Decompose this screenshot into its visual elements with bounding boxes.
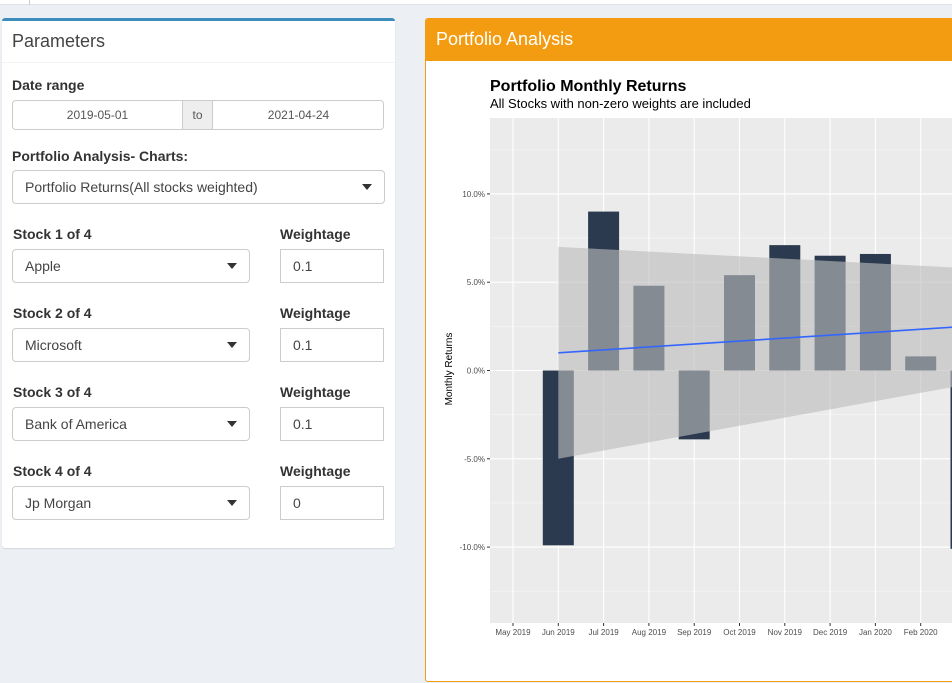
chart-title: Portfolio Monthly Returns xyxy=(490,78,687,95)
top-bar-divider xyxy=(29,0,30,5)
charts-select-value: Portfolio Returns(All stocks weighted) xyxy=(25,179,258,195)
y-tick-label: 0.0% xyxy=(467,367,485,376)
x-tick-label: Aug 2019 xyxy=(632,628,667,637)
weightage-3-label: Weightage xyxy=(280,384,351,400)
x-tick-label: Sep 2019 xyxy=(677,628,712,637)
charts-select[interactable]: Portfolio Returns(All stocks weighted) xyxy=(12,170,385,204)
weightage-1-label: Weightage xyxy=(280,226,351,242)
bar xyxy=(950,370,952,549)
y-tick-label: -10.0% xyxy=(460,543,485,552)
weightage-3-input[interactable]: 0.1 xyxy=(280,407,384,441)
weightage-2-input[interactable]: 0.1 xyxy=(280,328,384,362)
y-tick-label: -5.0% xyxy=(464,455,485,464)
stock-1-value: Apple xyxy=(25,258,61,274)
stock-4-value: Jp Morgan xyxy=(25,495,92,511)
x-tick-label: Dec 2019 xyxy=(813,628,848,637)
chevron-down-icon xyxy=(227,500,237,506)
weightage-4-value: 0 xyxy=(293,495,301,511)
portfolio-analysis-panel: Portfolio Analysis Portfolio Monthly Ret… xyxy=(425,18,952,682)
portfolio-analysis-header: Portfolio Analysis xyxy=(426,19,952,61)
y-axis-label: Monthly Returns xyxy=(444,333,455,406)
stock-3-select[interactable]: Bank of America xyxy=(12,407,250,441)
top-bar xyxy=(0,0,952,5)
x-tick-label: Nov 2019 xyxy=(768,628,803,637)
date-range-label: Date range xyxy=(12,77,85,93)
x-tick-label: Oct 2019 xyxy=(723,628,756,637)
stock-1-select[interactable]: Apple xyxy=(12,249,250,283)
stock-3-value: Bank of America xyxy=(25,416,127,432)
date-range-input: 2019-05-01 to 2021-04-24 xyxy=(12,100,384,130)
parameters-header: Parameters xyxy=(2,21,395,63)
confidence-band xyxy=(558,246,952,459)
parameters-panel: Parameters Date range 2019-05-01 to 2021… xyxy=(2,18,395,548)
y-tick-label: 5.0% xyxy=(467,278,485,287)
chevron-down-icon xyxy=(227,342,237,348)
stock-2-label: Stock 2 of 4 xyxy=(13,305,92,321)
weightage-4-input[interactable]: 0 xyxy=(280,486,384,520)
x-tick-label: Jul 2019 xyxy=(588,628,619,637)
stock-2-select[interactable]: Microsoft xyxy=(12,328,250,362)
chevron-down-icon xyxy=(362,184,372,190)
stock-2-value: Microsoft xyxy=(25,337,82,353)
chevron-down-icon xyxy=(227,421,237,427)
chevron-down-icon xyxy=(227,263,237,269)
charts-label: Portfolio Analysis- Charts: xyxy=(12,148,189,164)
x-tick-label: Feb 2020 xyxy=(904,628,938,637)
weightage-4-label: Weightage xyxy=(280,463,351,479)
chart-subtitle: All Stocks with non-zero weights are inc… xyxy=(490,96,751,111)
weightage-1-input[interactable]: 0.1 xyxy=(280,249,384,283)
stock-4-label: Stock 4 of 4 xyxy=(13,463,92,479)
date-end-input[interactable]: 2021-04-24 xyxy=(267,108,330,122)
trend-line xyxy=(558,326,952,354)
parameters-title: Parameters xyxy=(12,31,106,51)
chart-container: Portfolio Monthly Returns All Stocks wit… xyxy=(426,61,952,681)
monthly-returns-chart: Portfolio Monthly Returns All Stocks wit… xyxy=(444,78,952,637)
weightage-2-value: 0.1 xyxy=(293,337,313,353)
x-tick-label: May 2019 xyxy=(495,628,531,637)
x-tick-label: Jan 2020 xyxy=(859,628,892,637)
date-separator: to xyxy=(182,101,213,129)
y-tick-label: 10.0% xyxy=(462,190,485,199)
portfolio-analysis-title: Portfolio Analysis xyxy=(436,29,574,49)
date-start-input[interactable]: 2019-05-01 xyxy=(66,108,129,122)
stock-4-select[interactable]: Jp Morgan xyxy=(12,486,250,520)
x-tick-label: Jun 2019 xyxy=(542,628,575,637)
stock-3-label: Stock 3 of 4 xyxy=(13,384,92,400)
weightage-2-label: Weightage xyxy=(280,305,351,321)
weightage-3-value: 0.1 xyxy=(293,416,313,432)
weightage-1-value: 0.1 xyxy=(293,258,313,274)
stock-1-label: Stock 1 of 4 xyxy=(13,226,92,242)
